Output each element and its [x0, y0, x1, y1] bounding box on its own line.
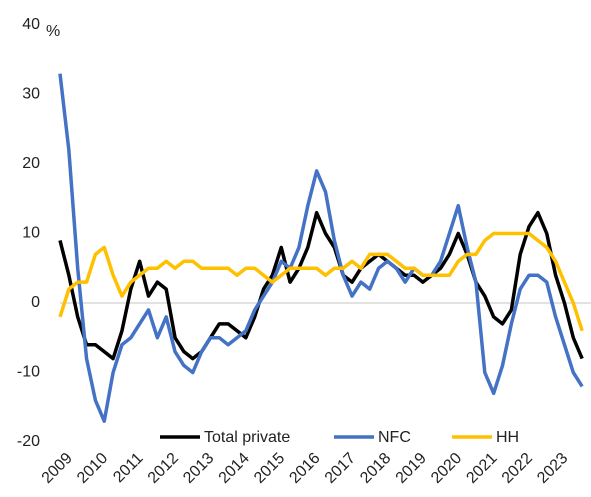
y-tick-label: 0: [31, 294, 40, 311]
x-tick-label: 2013: [180, 450, 217, 487]
x-tick-label: 2011: [110, 450, 146, 486]
x-tick-label: 2020: [428, 450, 465, 487]
y-tick-label: 30: [22, 86, 40, 103]
y-tick-label: 10: [22, 225, 40, 242]
x-tick-label: 2009: [39, 450, 76, 487]
series-line: [58, 231, 584, 332]
x-tick-label: 2017: [322, 450, 359, 487]
y-unit-label: %: [46, 23, 60, 40]
legend-label: NFC: [378, 429, 411, 446]
y-tick-label: -20: [17, 433, 40, 450]
x-tick-label: 2021: [463, 450, 500, 487]
series-line: [58, 210, 584, 361]
x-tick-label: 2012: [145, 450, 182, 487]
x-tick-label: 2014: [216, 450, 253, 487]
series-line: [58, 73, 584, 423]
legend-label: Total private: [204, 429, 290, 446]
x-tick-label: 2016: [286, 450, 323, 487]
y-tick-label: 40: [22, 16, 40, 33]
y-tick-label: 20: [22, 155, 40, 172]
x-tick-label: 2010: [74, 450, 111, 487]
x-tick-label: 2023: [534, 450, 571, 487]
legend-label: HH: [496, 429, 519, 446]
x-tick-label: 2022: [499, 450, 536, 487]
y-tick-label: -10: [17, 364, 40, 381]
x-tick-label: 2015: [251, 450, 288, 487]
x-tick-label: 2018: [357, 450, 394, 487]
x-tick-label: 2019: [393, 450, 430, 487]
